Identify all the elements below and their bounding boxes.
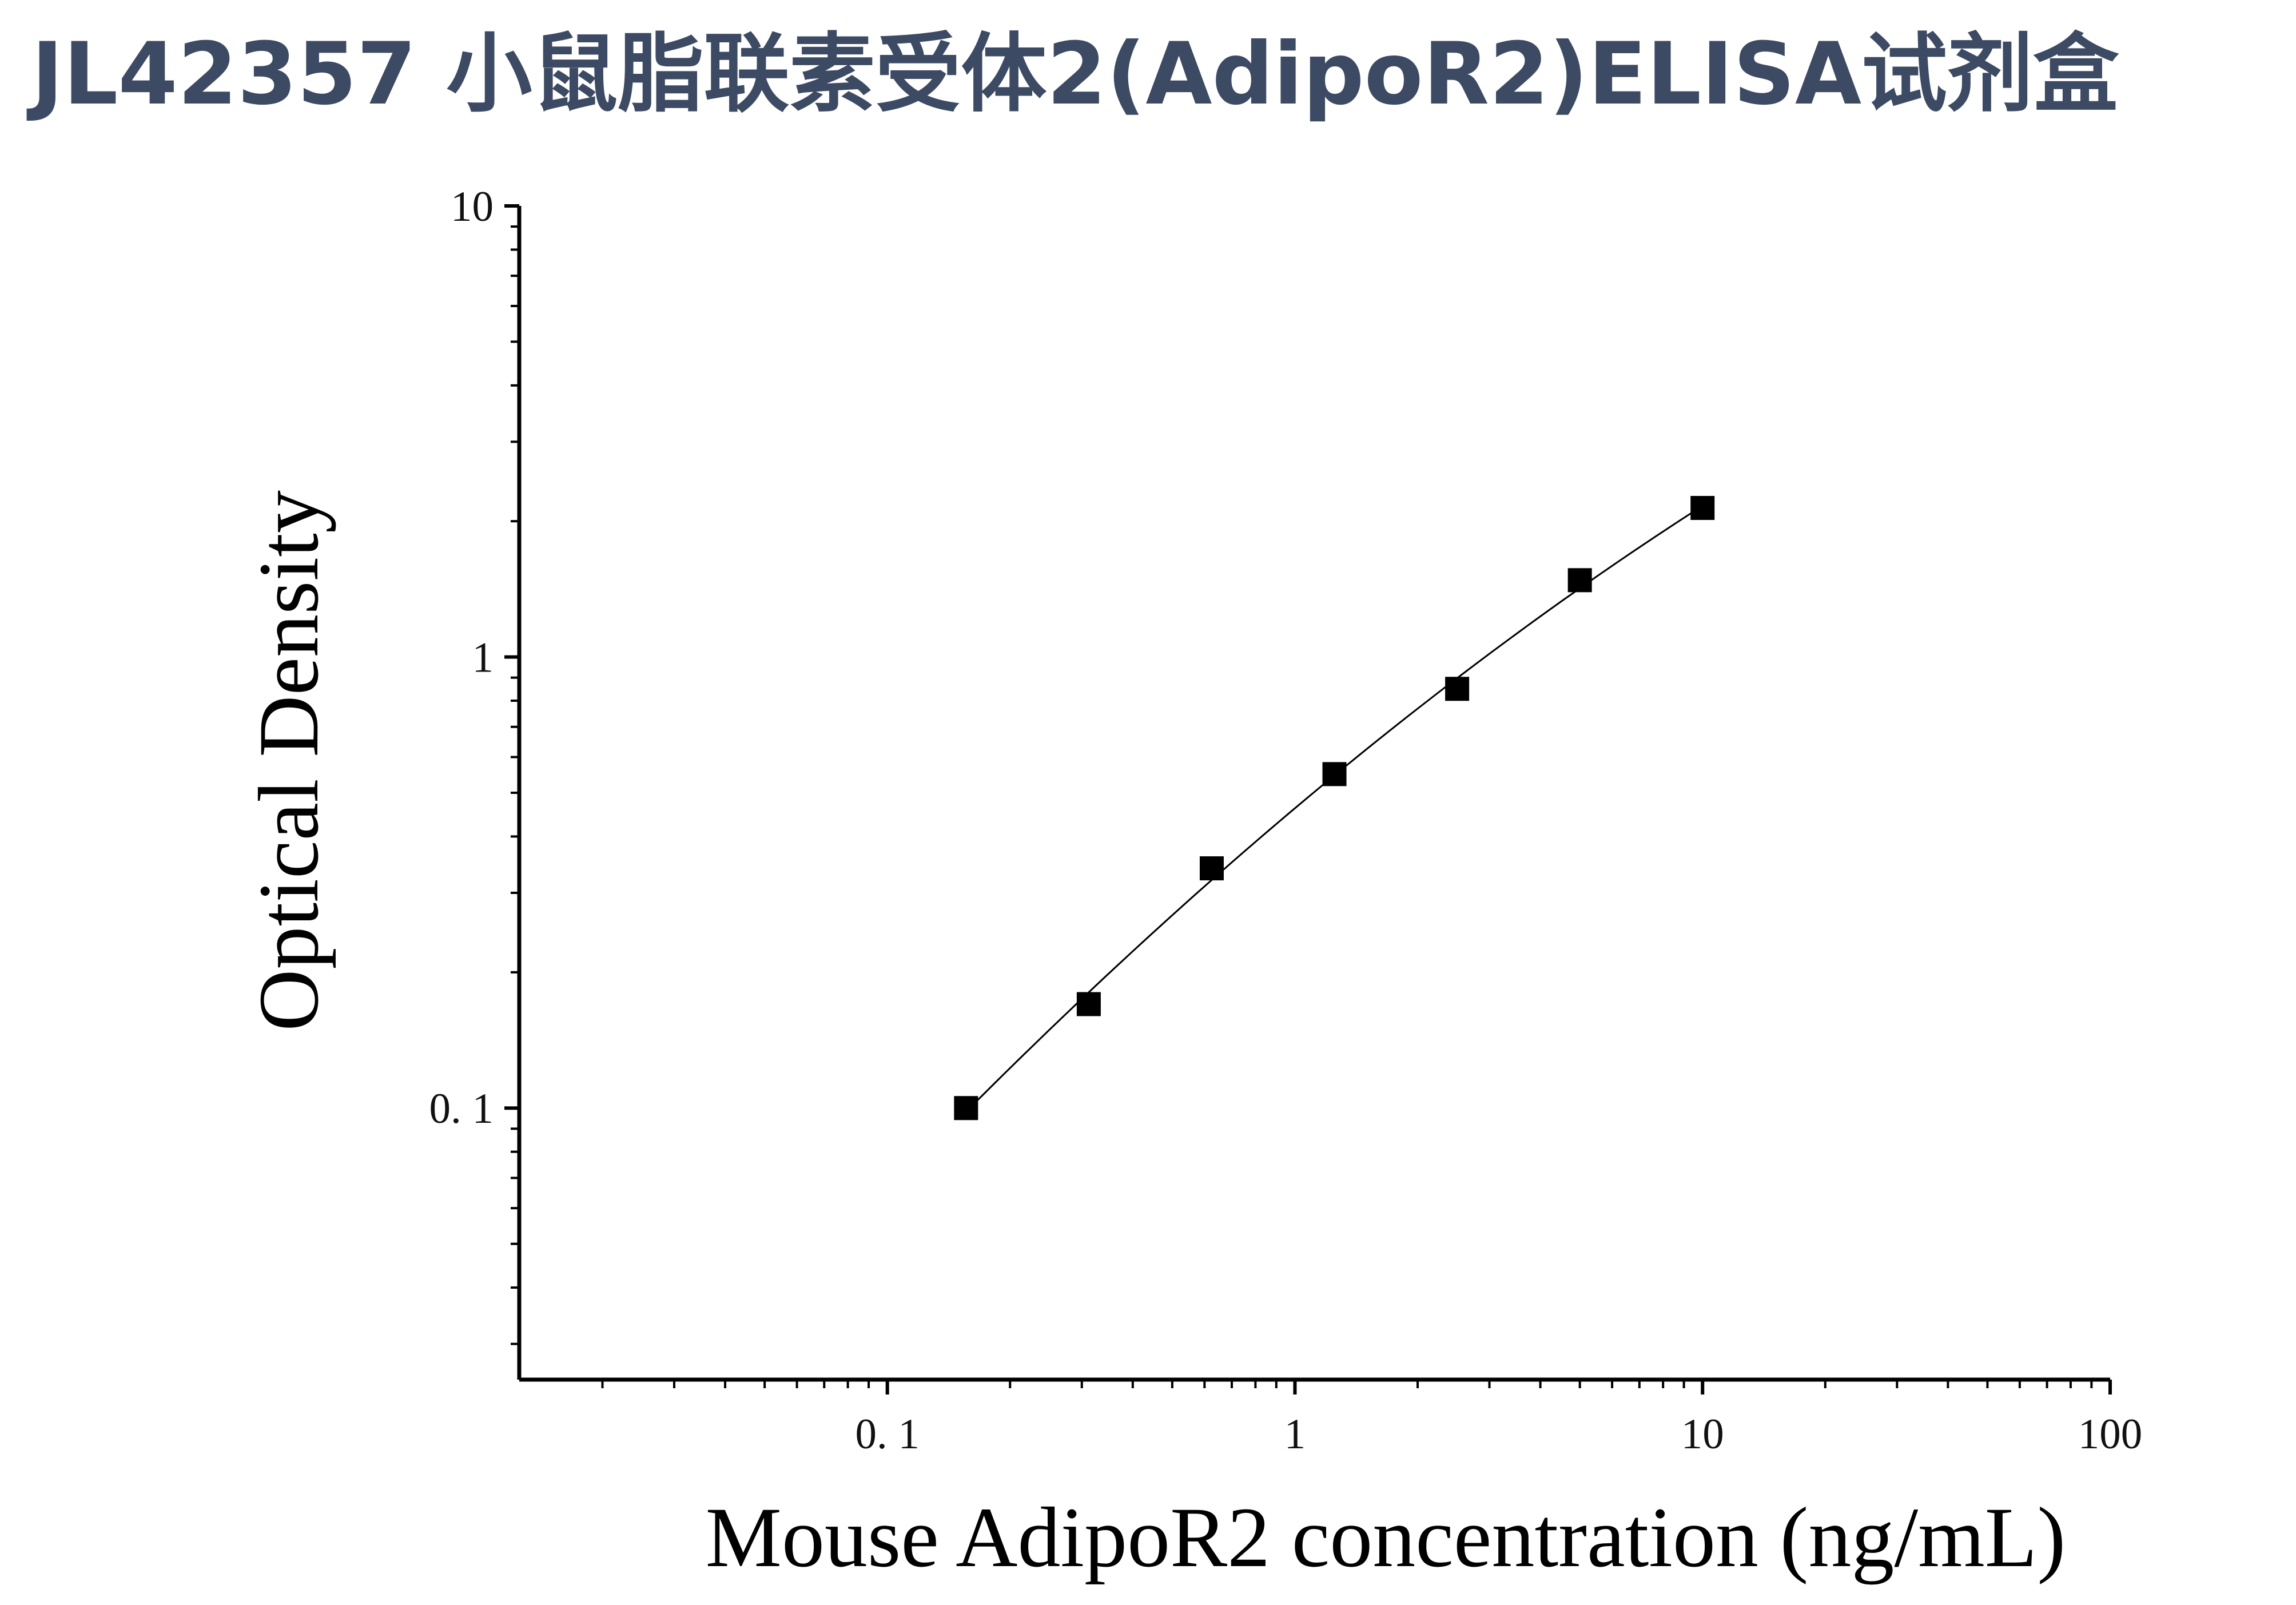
ticks: 0. 1 1 10 100 0. 1 1 10 xyxy=(429,183,2143,1458)
data-point xyxy=(1076,992,1101,1016)
data-points xyxy=(954,496,1715,1121)
y-tick-label: 0. 1 xyxy=(429,1085,494,1133)
data-point xyxy=(1690,496,1715,521)
x-axis-title: Mouse AdipoR2 concentration (ng/mL) xyxy=(706,1490,2066,1585)
x-tick-label: 0. 1 xyxy=(855,1411,920,1458)
data-point xyxy=(1445,677,1470,701)
data-point xyxy=(1567,568,1592,593)
y-tick-label: 1 xyxy=(472,634,494,682)
fit-curve-group xyxy=(965,505,1704,1113)
y-axis-title: Optical Density xyxy=(241,490,336,1031)
x-tick-label: 100 xyxy=(2078,1411,2143,1458)
fit-curve xyxy=(965,505,1704,1113)
page-title: JL42357 小鼠脂联素受体2(AdipoR2)ELISA试剂盒 xyxy=(31,25,2119,124)
data-point xyxy=(1322,762,1347,786)
y-tick-label: 10 xyxy=(451,183,494,231)
data-point xyxy=(1199,856,1224,881)
x-tick-label: 1 xyxy=(1284,1411,1306,1458)
data-point xyxy=(954,1096,978,1121)
x-tick-label: 10 xyxy=(1681,1411,1724,1458)
